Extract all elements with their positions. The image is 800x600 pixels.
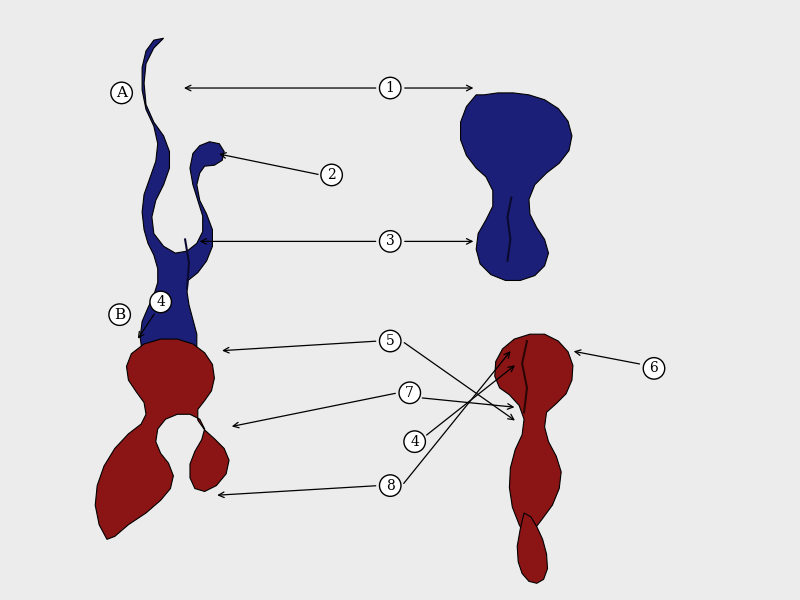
Circle shape: [399, 382, 421, 404]
Polygon shape: [140, 38, 224, 376]
Circle shape: [379, 230, 401, 252]
Text: 3: 3: [386, 235, 394, 248]
Text: 2: 2: [327, 168, 336, 182]
Text: 4: 4: [156, 295, 165, 309]
Circle shape: [379, 475, 401, 496]
Text: 8: 8: [386, 479, 394, 493]
Circle shape: [643, 358, 665, 379]
Circle shape: [150, 291, 171, 313]
Text: 4: 4: [410, 434, 419, 449]
Polygon shape: [518, 513, 547, 583]
Circle shape: [379, 77, 401, 99]
Text: B: B: [114, 308, 126, 322]
Circle shape: [321, 164, 342, 186]
Circle shape: [379, 330, 401, 352]
Circle shape: [404, 431, 426, 452]
Polygon shape: [494, 334, 573, 539]
Text: 1: 1: [386, 81, 394, 95]
Circle shape: [111, 82, 132, 104]
Text: 6: 6: [650, 361, 658, 376]
Text: A: A: [116, 86, 127, 100]
Circle shape: [109, 304, 130, 325]
Text: 5: 5: [386, 334, 394, 348]
Text: 7: 7: [406, 386, 414, 400]
Polygon shape: [461, 93, 572, 280]
Polygon shape: [95, 339, 229, 539]
